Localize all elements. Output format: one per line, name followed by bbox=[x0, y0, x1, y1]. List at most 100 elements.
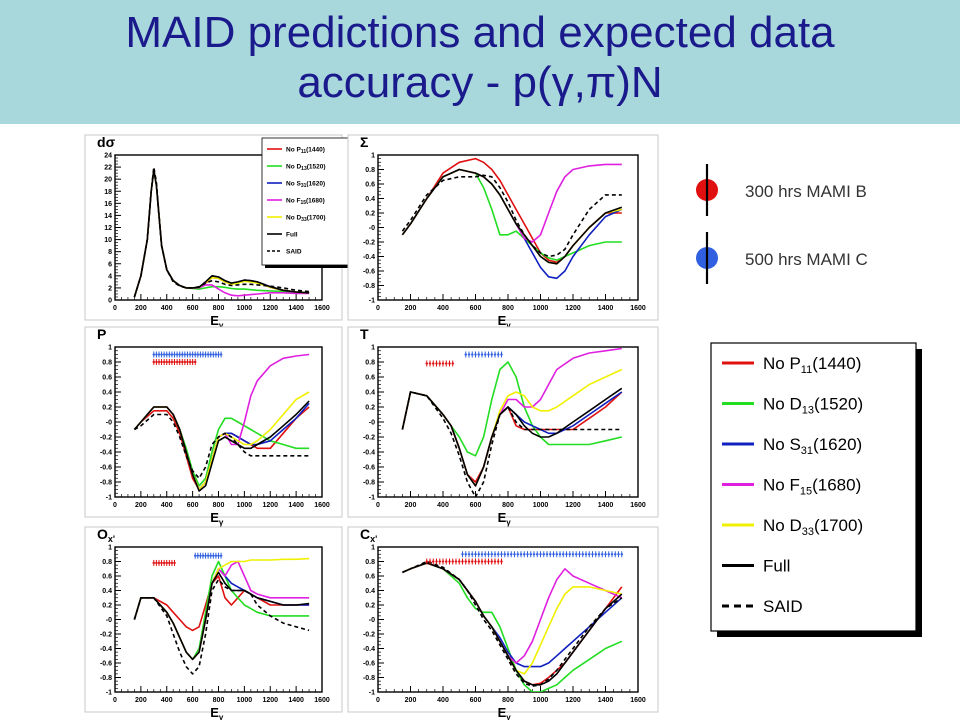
y-tick-label: 1 bbox=[108, 545, 112, 552]
page-title: MAID predictions and expected data accur… bbox=[0, 8, 960, 108]
title-prefix: accuracy - p( bbox=[297, 58, 552, 107]
x-axis-label-sub: γ bbox=[219, 321, 224, 330]
y-tick-label: -0.6 bbox=[363, 661, 375, 668]
y-tick-label: 22 bbox=[104, 165, 112, 172]
y-tick-label: -0.6 bbox=[100, 661, 112, 668]
data-bar-mami-c bbox=[194, 552, 223, 559]
y-tick-label: -0.8 bbox=[100, 480, 112, 487]
x-axis-label-sub: γ bbox=[506, 518, 511, 527]
y-tick-label: -1 bbox=[106, 690, 112, 697]
x-tick-label: 1000 bbox=[237, 502, 253, 509]
y-tick-label: 1 bbox=[108, 345, 112, 352]
x-tick-label: 200 bbox=[405, 502, 417, 509]
main-legend: No P11(1440) No D13(1520) No S31(1620) No F… bbox=[710, 342, 922, 637]
main-legend-rest: (1700) bbox=[814, 516, 863, 535]
y-tick-label: -0.2 bbox=[100, 632, 112, 639]
x-tick-label: 400 bbox=[437, 697, 449, 704]
x-tick-label: 1200 bbox=[262, 305, 278, 312]
series-no-p11-1440 bbox=[133, 575, 310, 632]
y-tick-label: 0 bbox=[108, 298, 112, 305]
y-tick-label: 0.8 bbox=[102, 559, 112, 566]
x-tick-label: 400 bbox=[161, 697, 173, 704]
data-bar-mami-c bbox=[461, 551, 623, 558]
inset-legend-rest: (1520) bbox=[307, 164, 326, 171]
x-tick-label: 1200 bbox=[262, 502, 278, 509]
x-tick-label: 800 bbox=[502, 502, 514, 509]
inset-legend-label: No F15(1680) bbox=[286, 198, 325, 207]
x-tick-label: 1200 bbox=[565, 697, 581, 704]
x-tick-label: 600 bbox=[187, 697, 199, 704]
series-said bbox=[133, 166, 310, 298]
x-axis-label-sub: γ bbox=[219, 518, 224, 527]
x-tick-label: 400 bbox=[437, 502, 449, 509]
inset-legend-rest: (1620) bbox=[306, 181, 325, 188]
observable-label: P bbox=[97, 326, 106, 342]
x-tick-label: 1400 bbox=[598, 502, 614, 509]
y-tick-label: -0.4 bbox=[363, 254, 375, 261]
x-tick-label: 1200 bbox=[565, 502, 581, 509]
inset-legend-rest: (1700) bbox=[307, 215, 326, 222]
y-tick-label: -0.8 bbox=[100, 675, 112, 682]
x-tick-label: 0 bbox=[113, 502, 117, 509]
x-tick-label: 0 bbox=[376, 305, 380, 312]
y-tick-label: -0.8 bbox=[363, 283, 375, 290]
x-tick-label: 0 bbox=[376, 697, 380, 704]
y-tick-label: -0.2 bbox=[363, 632, 375, 639]
plot-area bbox=[401, 347, 623, 497]
y-tick-label: -0 bbox=[106, 617, 112, 624]
title-line-1: MAID predictions and expected data bbox=[125, 8, 835, 57]
x-tick-label: 800 bbox=[213, 502, 225, 509]
x-tick-label: 1200 bbox=[262, 697, 278, 704]
y-tick-label: -0.8 bbox=[363, 675, 375, 682]
x-tick-label: 0 bbox=[113, 305, 117, 312]
series-said bbox=[401, 174, 622, 258]
y-tick-label: 0.6 bbox=[365, 574, 375, 581]
main-legend-rest: (1680) bbox=[812, 476, 861, 495]
y-tick-label: -0 bbox=[369, 420, 375, 427]
x-tick-label: 400 bbox=[161, 502, 173, 509]
y-tick-label: -0.4 bbox=[363, 450, 375, 457]
data-bar-mami-c bbox=[464, 351, 503, 358]
y-tick-label: -1 bbox=[106, 495, 112, 502]
data-bar-mami-b bbox=[425, 360, 454, 367]
plot-frame bbox=[377, 154, 639, 301]
y-tick-label: 1 bbox=[371, 153, 375, 160]
main-legend-rest: (1620) bbox=[813, 435, 862, 454]
main-legend-label-no-d13-1520: No D13(1520) bbox=[763, 395, 863, 417]
main-legend-sub: 31 bbox=[801, 445, 813, 457]
series-said bbox=[401, 391, 622, 497]
x-tick-label: 400 bbox=[437, 305, 449, 312]
y-tick-label: -1 bbox=[369, 298, 375, 305]
plot-frame bbox=[114, 546, 323, 693]
x-tick-label: 1400 bbox=[288, 305, 304, 312]
main-legend-rest: (1520) bbox=[814, 395, 863, 414]
y-tick-label: 0.2 bbox=[365, 405, 375, 412]
y-tick-label: 6 bbox=[108, 261, 112, 268]
observable-greek: Σ bbox=[360, 134, 368, 150]
x-tick-label: 1000 bbox=[533, 305, 549, 312]
y-tick-label: -0.4 bbox=[100, 646, 112, 653]
inset-legend bbox=[261, 137, 353, 266]
y-tick-label: -0.6 bbox=[363, 465, 375, 472]
x-tick-label: 200 bbox=[135, 502, 147, 509]
series-said bbox=[133, 578, 310, 675]
title-comma: , bbox=[573, 58, 586, 107]
y-tick-label: 0.4 bbox=[102, 390, 112, 397]
series-full bbox=[133, 400, 310, 492]
data-bar-mami-b bbox=[152, 359, 197, 365]
title-bar: MAID predictions and expected data accur… bbox=[0, 0, 960, 124]
series-full bbox=[402, 562, 623, 686]
x-tick-label: 0 bbox=[376, 502, 380, 509]
x-tick-label: 1600 bbox=[630, 502, 646, 509]
y-tick-label: 2 bbox=[108, 285, 112, 292]
plot-frame bbox=[377, 546, 639, 693]
y-tick-label: -0.4 bbox=[363, 646, 375, 653]
x-tick-label: 600 bbox=[187, 502, 199, 509]
x-tick-label: 200 bbox=[405, 305, 417, 312]
y-tick-label: -0.8 bbox=[363, 480, 375, 487]
y-tick-label: 0.8 bbox=[365, 167, 375, 174]
y-tick-label: -0.4 bbox=[100, 450, 112, 457]
y-tick-label: -0.6 bbox=[100, 465, 112, 472]
